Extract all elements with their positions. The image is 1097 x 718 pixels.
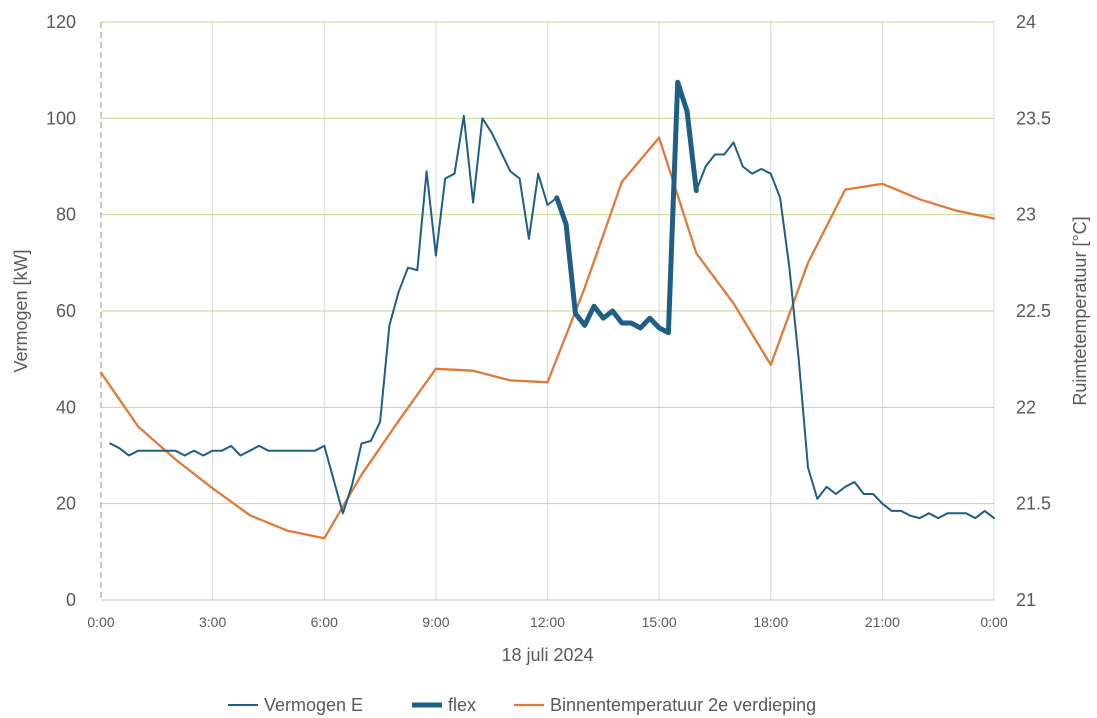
y-right-tick-label: 21 <box>1016 590 1036 610</box>
x-axis-title: 18 juli 2024 <box>501 645 593 665</box>
y-left-tick-label: 80 <box>56 205 76 225</box>
legend-item: Vermogen E <box>228 695 363 715</box>
tick-labels: 0:00 3:00 6:00 9:00 12:00 15:00 18:00 21:00 0:00… <box>46 12 1051 630</box>
series-line-flex <box>554 79 699 336</box>
legend-item: Binnentemperatuur 2e verdieping <box>514 695 816 715</box>
legend: Vermogen E flex Binnentemperatuur 2e verdi… <box>228 695 816 715</box>
x-tick-label: 0:00 <box>980 614 1007 630</box>
x-tick-label: 0:00 <box>87 614 114 630</box>
axes <box>100 22 994 601</box>
series-layer <box>99 79 996 540</box>
grid <box>101 21 995 600</box>
y-right-tick-label: 21.5 <box>1016 494 1051 514</box>
legend-label: flex <box>448 695 476 715</box>
y-axis-left-title: Vermogen [kW] <box>11 249 31 372</box>
y-left-tick-label: 0 <box>66 590 76 610</box>
x-tick-label: 3:00 <box>199 614 226 630</box>
x-tick-label: 15:00 <box>642 614 677 630</box>
x-tick-label: 21:00 <box>865 614 900 630</box>
x-tick-label: 9:00 <box>422 614 449 630</box>
y-left-tick-label: 60 <box>56 301 76 321</box>
series-line-binnentemperatuur <box>99 136 996 540</box>
y-left-tick-label: 120 <box>46 12 76 32</box>
y-left-tick-label: 100 <box>46 108 76 128</box>
y-right-tick-label: 22 <box>1016 397 1036 417</box>
y-right-tick-label: 23.5 <box>1016 108 1051 128</box>
legend-item: flex <box>412 695 476 715</box>
y-left-tick-label: 20 <box>56 494 76 514</box>
legend-label: Binnentemperatuur 2e verdieping <box>550 695 816 715</box>
series-line-vermogen-e <box>109 81 995 520</box>
y-axis-right-title: Ruimtetemperatuur [°C] <box>1070 216 1090 405</box>
x-tick-label: 6:00 <box>311 614 338 630</box>
x-tick-label: 12:00 <box>530 614 565 630</box>
legend-label: Vermogen E <box>264 695 363 715</box>
x-tick-label: 18:00 <box>753 614 788 630</box>
y-right-tick-label: 23 <box>1016 205 1036 225</box>
y-right-tick-label: 24 <box>1016 12 1036 32</box>
y-right-tick-label: 22.5 <box>1016 301 1051 321</box>
y-left-tick-label: 40 <box>56 397 76 417</box>
